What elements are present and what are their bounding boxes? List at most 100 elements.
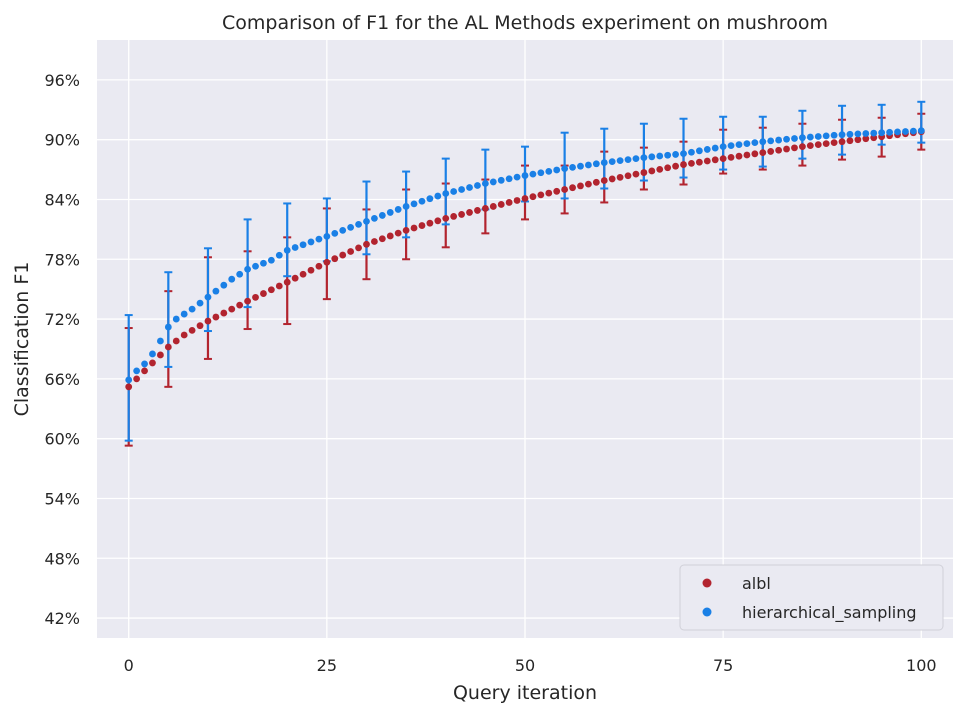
point-hierarchical-sampling: [537, 169, 545, 177]
y-tick-label: 90%: [44, 131, 80, 150]
point-hierarchical-sampling: [196, 299, 204, 307]
legend-box: [679, 564, 944, 631]
point-hierarchical-sampling: [489, 178, 497, 186]
y-tick-label: 78%: [44, 250, 80, 269]
point-albl: [775, 146, 783, 154]
point-hierarchical-sampling: [339, 226, 347, 234]
point-albl: [735, 152, 743, 160]
point-hierarchical-sampling: [846, 130, 854, 138]
point-albl: [592, 178, 600, 186]
x-tick-label: 50: [515, 656, 535, 675]
point-hierarchical-sampling: [878, 129, 886, 137]
point-hierarchical-sampling: [569, 163, 576, 171]
point-hierarchical-sampling: [917, 127, 925, 135]
point-hierarchical-sampling: [418, 197, 426, 205]
point-hierarchical-sampling: [806, 133, 814, 141]
point-hierarchical-sampling: [450, 188, 458, 195]
point-albl: [838, 138, 846, 146]
point-albl: [299, 270, 307, 278]
point-hierarchical-sampling: [799, 134, 806, 142]
point-albl: [371, 238, 378, 245]
point-albl: [260, 290, 267, 297]
point-albl: [513, 197, 521, 204]
point-hierarchical-sampling: [830, 131, 838, 139]
point-albl: [378, 235, 386, 243]
point-albl: [743, 151, 751, 159]
point-hierarchical-sampling: [410, 200, 418, 208]
point-hierarchical-sampling: [561, 165, 569, 172]
point-hierarchical-sampling: [680, 150, 687, 158]
point-albl: [529, 193, 537, 201]
point-albl: [751, 150, 759, 158]
point-albl: [672, 162, 679, 170]
point-albl: [846, 137, 854, 145]
point-albl: [157, 351, 164, 359]
point-hierarchical-sampling: [616, 157, 624, 164]
point-hierarchical-sampling: [648, 153, 656, 161]
point-albl: [854, 136, 862, 144]
point-hierarchical-sampling: [632, 155, 640, 163]
point-hierarchical-sampling: [426, 195, 434, 203]
point-hierarchical-sampling: [220, 281, 228, 289]
point-hierarchical-sampling: [775, 136, 783, 144]
point-albl: [640, 169, 648, 176]
y-tick-label: 54%: [44, 489, 80, 508]
point-albl: [791, 144, 798, 152]
point-albl: [648, 167, 656, 175]
point-albl: [561, 186, 569, 193]
point-hierarchical-sampling: [164, 323, 172, 331]
point-albl: [497, 201, 505, 208]
point-albl: [244, 297, 251, 305]
point-hierarchical-sampling: [371, 215, 378, 222]
point-albl: [703, 157, 711, 165]
point-hierarchical-sampling: [585, 161, 592, 169]
point-hierarchical-sampling: [141, 360, 148, 368]
point-albl: [418, 222, 426, 229]
point-albl: [133, 375, 141, 383]
point-hierarchical-sampling: [188, 305, 196, 313]
error-bar-hierarchical-sampling: [203, 247, 212, 333]
point-hierarchical-sampling: [133, 367, 141, 375]
point-hierarchical-sampling: [307, 238, 315, 246]
point-albl: [489, 203, 497, 210]
point-albl: [569, 184, 576, 192]
point-hierarchical-sampling: [870, 129, 878, 137]
point-albl: [394, 229, 402, 237]
point-albl: [862, 135, 870, 143]
point-albl: [806, 142, 814, 150]
point-hierarchical-sampling: [894, 128, 901, 136]
point-hierarchical-sampling: [521, 172, 529, 179]
point-hierarchical-sampling: [458, 186, 465, 193]
point-albl: [624, 172, 632, 180]
point-hierarchical-sampling: [822, 132, 830, 140]
point-hierarchical-sampling: [592, 160, 600, 168]
point-hierarchical-sampling: [735, 141, 743, 149]
point-albl: [331, 255, 339, 263]
point-hierarchical-sampling: [228, 275, 236, 283]
point-hierarchical-sampling: [862, 130, 870, 137]
point-hierarchical-sampling: [402, 203, 410, 210]
point-albl: [188, 326, 196, 334]
point-albl: [212, 313, 220, 321]
point-hierarchical-sampling: [299, 241, 307, 249]
point-hierarchical-sampling: [442, 190, 450, 197]
point-albl: [474, 207, 481, 214]
point-albl: [616, 173, 624, 181]
point-hierarchical-sampling: [909, 127, 917, 135]
point-hierarchical-sampling: [347, 223, 355, 231]
point-hierarchical-sampling: [577, 162, 584, 170]
point-hierarchical-sampling: [149, 350, 156, 358]
point-hierarchical-sampling: [743, 140, 751, 148]
point-hierarchical-sampling: [759, 138, 767, 146]
chart-title: Comparison of F1 for the AL Methods expe…: [222, 12, 828, 34]
point-albl: [537, 191, 545, 199]
point-hierarchical-sampling: [466, 184, 473, 191]
point-hierarchical-sampling: [244, 265, 251, 273]
point-hierarchical-sampling: [529, 170, 537, 178]
grid-lines: [97, 40, 953, 638]
point-hierarchical-sampling: [180, 310, 188, 318]
point-hierarchical-sampling: [260, 259, 267, 267]
point-albl: [767, 148, 775, 155]
point-hierarchical-sampling: [125, 376, 133, 384]
point-hierarchical-sampling: [608, 158, 616, 165]
